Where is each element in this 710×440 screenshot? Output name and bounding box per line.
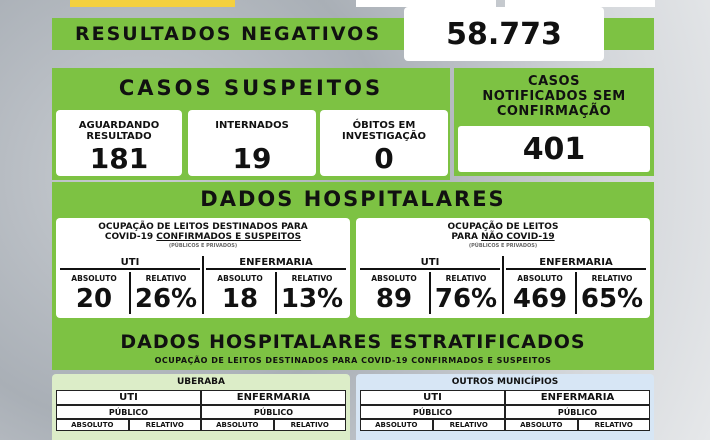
stratified-title: DADOS HOSPITALARES ESTRATIFICADOS: [120, 330, 586, 353]
stratified-sector-row: PÚBLICO PÚBLICO: [360, 405, 650, 419]
non-covid-enf-header: ENFERMARIA: [506, 256, 646, 270]
divider: [202, 256, 204, 314]
non-covid-title-emphasis: NÃO COVID-19: [481, 232, 555, 242]
non-covid-enf-abs-label: ABSOLUTO: [517, 274, 563, 283]
stratified-sector-row: PÚBLICO PÚBLICO: [56, 405, 346, 419]
stratified-panel-name: UBERABA: [176, 377, 226, 387]
non-covid-enf-rel-label: RELATIVO: [591, 274, 633, 283]
non-covid-occupancy-subtitle: (PÚBLICOS E PRIVADOS): [468, 243, 538, 249]
divider: [502, 256, 504, 314]
stratified-group-row: UTI ENFERMARIA: [56, 390, 346, 405]
covid-uti-rel-value: 26%: [134, 284, 198, 314]
negative-results-value: 58.773: [404, 7, 604, 61]
covid-enf-rel-label: RELATIVO: [291, 274, 333, 283]
notified-title-line3: CONFIRMAÇÃO: [496, 104, 612, 119]
covid-enf-rel-value: 13%: [280, 284, 344, 314]
suspect-card-deaths: ÓBITOS EM INVESTIGAÇÃO 0: [320, 110, 448, 176]
covid-uti-header: UTI: [60, 256, 200, 270]
covid-title-prefix: COVID-19: [104, 232, 157, 242]
covid-occupancy-panel: OCUPAÇÃO DE LEITOS DESTINADOS PARA COVID…: [56, 218, 350, 318]
stratified-enf-abs-label: ABSOLUTO: [201, 419, 274, 431]
stratified-enf-header: ENFERMARIA: [505, 390, 650, 405]
divider: [575, 272, 577, 314]
notified-title: CASOS NOTIFICADOS SEM CONFIRMAÇÃO: [482, 74, 625, 119]
non-covid-occupancy-title-line2: PARA NÃO COVID-19: [356, 232, 650, 242]
stratified-uti-abs-label: ABSOLUTO: [360, 419, 433, 431]
top-strip-right: [505, 0, 655, 7]
suspect-card-value: 0: [374, 142, 394, 175]
top-strip-left: [70, 0, 235, 7]
covid-uti-abs-label: ABSOLUTO: [71, 274, 117, 283]
negative-results-bar-tail: [604, 18, 654, 50]
stratified-uti-header: UTI: [56, 390, 201, 405]
suspect-card-hospitalized: INTERNADOS 19: [188, 110, 316, 176]
stratified-enf-sector: PÚBLICO: [505, 405, 650, 419]
stratified-uti-rel-label: RELATIVO: [128, 419, 201, 431]
stratified-label-row: ABSOLUTO RELATIVO ABSOLUTO RELATIVO: [360, 419, 650, 431]
stratified-header: DADOS HOSPITALARES ESTRATIFICADOS OCUPAÇ…: [52, 322, 654, 370]
non-covid-uti-header: UTI: [360, 256, 500, 270]
covid-enf-header: ENFERMARIA: [206, 256, 346, 270]
non-covid-occupancy-title: OCUPAÇÃO DE LEITOS PARA NÃO COVID-19: [356, 222, 650, 242]
suspect-card-awaiting: AGUARDANDO RESULTADO 181: [56, 110, 182, 176]
suspect-card-value: 181: [89, 142, 149, 175]
suspect-card-label: AGUARDANDO RESULTADO: [78, 120, 160, 142]
non-covid-uti-abs-value: 89: [375, 284, 413, 314]
notified-title-line2: NOTIFICADOS SEM: [482, 89, 626, 104]
non-covid-uti-rel-label: RELATIVO: [445, 274, 487, 283]
hospital-title: DADOS HOSPITALARES: [200, 187, 506, 211]
non-covid-uti-abs-label: ABSOLUTO: [371, 274, 417, 283]
non-covid-enf-rel-value: 65%: [580, 284, 644, 314]
stratified-group-row: UTI ENFERMARIA: [360, 390, 650, 405]
stratified-enf-header: ENFERMARIA: [201, 390, 346, 405]
stratified-panel-name: OUTROS MUNICÍPIOS: [451, 377, 559, 387]
covid-enf-abs-value: 18: [221, 284, 259, 314]
covid-occupancy-title-line2: COVID-19 CONFIRMADOS E SUSPEITOS: [56, 232, 350, 242]
divider: [275, 272, 277, 314]
suspect-card-label: ÓBITOS EM INVESTIGAÇÃO: [342, 120, 426, 142]
covid-occupancy-title-line1: OCUPAÇÃO DE LEITOS DESTINADOS PARA: [98, 222, 308, 232]
top-strip-mid: [356, 0, 496, 7]
covid-uti-abs-value: 20: [75, 284, 113, 314]
stratified-uti-abs-label: ABSOLUTO: [56, 419, 129, 431]
notified-value: 401: [458, 126, 650, 172]
stratified-panel-uberaba: UBERABA UTI ENFERMARIA PÚBLICO PÚBLICO A…: [52, 374, 350, 440]
suspect-card-label: INTERNADOS: [215, 120, 289, 131]
stratified-enf-abs-label: ABSOLUTO: [505, 419, 578, 431]
stratified-enf-sector: PÚBLICO: [201, 405, 346, 419]
stratified-enf-rel-label: RELATIVO: [273, 419, 346, 431]
non-covid-occupancy-title-line1: OCUPAÇÃO DE LEITOS: [447, 222, 559, 232]
stratified-label-row: ABSOLUTO RELATIVO ABSOLUTO RELATIVO: [56, 419, 346, 431]
negative-results-label: RESULTADOS NEGATIVOS: [52, 18, 404, 50]
non-covid-uti-rel-value: 76%: [434, 284, 498, 314]
notified-title-line1: CASOS: [528, 74, 580, 89]
suspects-title: CASOS SUSPEITOS: [118, 76, 384, 100]
suspect-card-value: 19: [232, 142, 272, 175]
covid-uti-rel-label: RELATIVO: [145, 274, 187, 283]
stratified-panel-others: OUTROS MUNICÍPIOS UTI ENFERMARIA PÚBLICO…: [356, 374, 654, 440]
stratified-uti-sector: PÚBLICO: [360, 405, 505, 419]
non-covid-title-prefix: PARA: [451, 232, 482, 242]
covid-title-emphasis: CONFIRMADOS E SUSPEITOS: [156, 232, 302, 242]
non-covid-occupancy-panel: OCUPAÇÃO DE LEITOS PARA NÃO COVID-19 (PÚ…: [356, 218, 650, 318]
divider: [129, 272, 131, 314]
stratified-uti-header: UTI: [360, 390, 505, 405]
stratified-subtitle: OCUPAÇÃO DE LEITOS DESTINADOS PARA COVID…: [154, 355, 552, 365]
covid-enf-abs-label: ABSOLUTO: [217, 274, 263, 283]
stratified-uti-rel-label: RELATIVO: [432, 419, 505, 431]
divider: [429, 272, 431, 314]
stratified-uti-sector: PÚBLICO: [56, 405, 201, 419]
covid-occupancy-title: OCUPAÇÃO DE LEITOS DESTINADOS PARA COVID…: [56, 222, 350, 242]
covid-occupancy-subtitle: (PÚBLICOS E PRIVADOS): [168, 243, 238, 249]
non-covid-enf-abs-value: 469: [512, 284, 568, 314]
stratified-enf-rel-label: RELATIVO: [577, 419, 650, 431]
